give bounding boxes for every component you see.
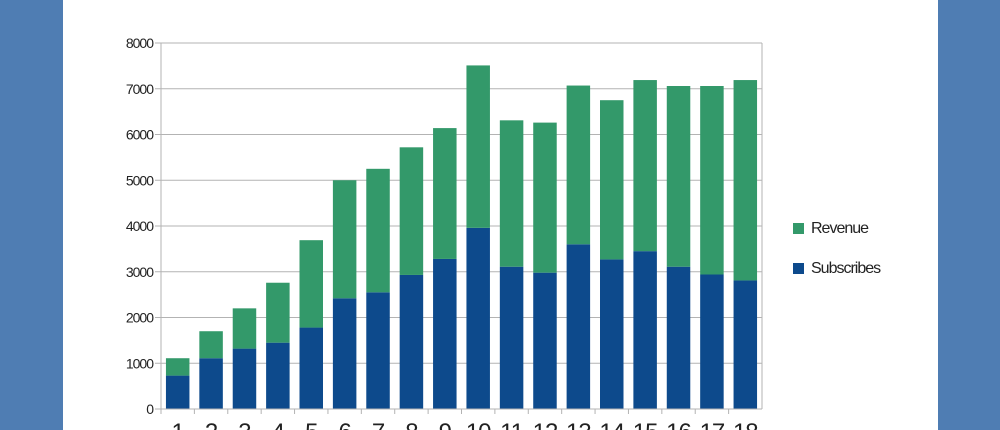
bar-subscribes-17 xyxy=(700,274,724,409)
bar-revenue-2 xyxy=(199,331,223,359)
x-tick-label: 2 xyxy=(205,419,218,430)
x-tick-label: 10 xyxy=(466,419,491,430)
x-tick-label: 18 xyxy=(733,419,758,430)
x-tick-label: 5 xyxy=(305,419,318,430)
x-tick-label: 15 xyxy=(633,419,658,430)
legend-label-revenue: Revenue xyxy=(811,220,869,237)
x-tick-label: 17 xyxy=(700,419,725,430)
y-tick-label: 6000 xyxy=(126,127,154,143)
bar-revenue-17 xyxy=(700,86,724,275)
bar-subscribes-4 xyxy=(266,342,290,409)
legend-swatch-revenue xyxy=(793,223,804,234)
x-tick-label: 9 xyxy=(439,419,452,430)
bar-revenue-9 xyxy=(433,128,457,259)
bar-revenue-6 xyxy=(332,180,357,299)
bar-revenue-15 xyxy=(633,80,657,252)
bar-revenue-10 xyxy=(466,65,490,228)
y-tick-label: 5000 xyxy=(126,172,154,188)
bar-revenue-16 xyxy=(666,86,691,267)
bar-subscribes-2 xyxy=(199,358,223,409)
x-tick-label: 1 xyxy=(172,419,185,430)
bar-revenue-12 xyxy=(533,122,557,273)
bar-revenue-13 xyxy=(566,85,591,245)
x-tick-label: 6 xyxy=(338,419,351,430)
bar-subscribes-18 xyxy=(733,280,758,409)
bar-subscribes-5 xyxy=(299,327,323,409)
bar-subscribes-14 xyxy=(600,259,624,409)
x-tick-label: 7 xyxy=(372,419,385,430)
y-tick-label: 7000 xyxy=(126,81,154,97)
bars xyxy=(165,65,758,409)
y-tick-label: 3000 xyxy=(126,264,154,280)
bar-subscribes-10 xyxy=(466,227,490,409)
bar-revenue-3 xyxy=(232,308,257,349)
bar-revenue-7 xyxy=(366,168,390,293)
x-tick-labels: 123456789101112131415161718 xyxy=(172,419,760,430)
legend-swatch-subscribes xyxy=(793,263,804,274)
bar-subscribes-13 xyxy=(566,244,591,409)
x-tick-label: 8 xyxy=(405,419,418,430)
bar-subscribes-3 xyxy=(232,348,257,409)
bar-subscribes-6 xyxy=(332,298,357,409)
bar-subscribes-16 xyxy=(666,266,691,409)
bar-subscribes-15 xyxy=(633,251,657,409)
bar-revenue-8 xyxy=(399,147,424,275)
legend: Revenue Subscribes xyxy=(793,220,882,277)
bar-subscribes-12 xyxy=(533,272,557,409)
axes xyxy=(160,43,763,414)
bar-revenue-4 xyxy=(266,282,290,343)
y-tick-label: 8000 xyxy=(126,35,154,51)
x-tick-label: 4 xyxy=(272,419,285,430)
y-tick-label: 1000 xyxy=(126,355,154,371)
y-tick-labels: 0 1000 2000 3000 4000 5000 6000 7000 8000 xyxy=(126,35,155,417)
bar-revenue-14 xyxy=(600,100,624,260)
bar-subscribes-7 xyxy=(366,292,390,409)
x-tick-label: 11 xyxy=(500,419,524,430)
y-tick-label: 0 xyxy=(146,401,154,417)
bar-subscribes-11 xyxy=(499,266,524,409)
bar-subscribes-1 xyxy=(165,375,190,409)
y-tick-label: 2000 xyxy=(126,310,154,326)
y-tick-label: 4000 xyxy=(126,218,154,234)
bar-revenue-5 xyxy=(299,240,323,328)
bar-subscribes-9 xyxy=(433,258,457,409)
bar-revenue-11 xyxy=(499,120,524,267)
x-tick-label: 3 xyxy=(238,419,251,430)
x-tick-label: 12 xyxy=(533,419,558,430)
x-tick-label: 14 xyxy=(599,419,624,430)
x-tick-label: 13 xyxy=(566,419,591,430)
bar-subscribes-8 xyxy=(399,274,424,409)
bar-revenue-1 xyxy=(165,358,190,376)
legend-label-subscribes: Subscribes xyxy=(811,260,881,277)
bar-revenue-18 xyxy=(733,80,758,281)
x-tick-label: 16 xyxy=(666,419,691,430)
